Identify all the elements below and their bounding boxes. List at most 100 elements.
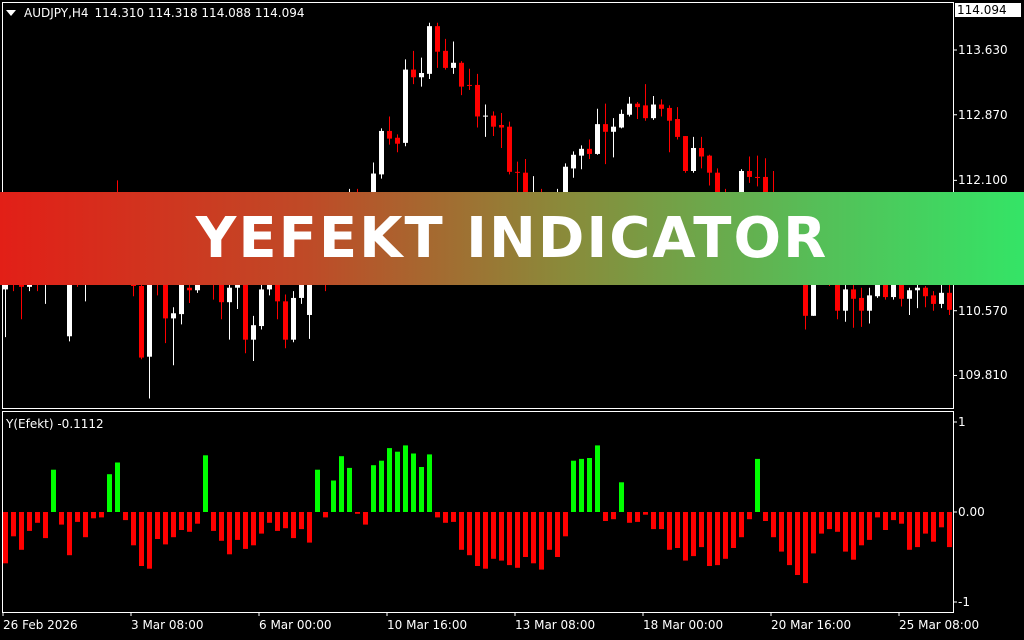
candle-body <box>563 166 568 206</box>
candle <box>491 111 496 137</box>
histogram-bar-negative <box>27 512 32 531</box>
triangle-down-icon[interactable] <box>6 10 16 16</box>
candle-body <box>875 274 880 297</box>
indicator-axis-label: -1 <box>958 595 970 609</box>
current-price-label: 114.094 <box>955 3 1021 17</box>
histogram-bar-negative <box>163 512 168 545</box>
chart-header: AUDJPY,H4 114.310 114.318 114.088 114.09… <box>6 6 304 20</box>
candle <box>251 315 256 361</box>
candle-body <box>483 115 488 117</box>
candle-body <box>379 130 384 175</box>
candle <box>259 278 264 330</box>
histogram-bar-negative <box>715 512 720 566</box>
candle <box>483 104 488 137</box>
candle <box>643 84 648 121</box>
candle-body <box>899 278 904 299</box>
candle-body <box>763 176 768 206</box>
histogram-bar-negative <box>907 512 912 550</box>
histogram-bar-negative <box>819 512 824 534</box>
candle-body <box>459 62 464 87</box>
histogram-bar-negative <box>451 512 456 522</box>
candle-body <box>435 26 440 52</box>
histogram-bar-negative <box>243 512 248 549</box>
histogram-bar-negative <box>515 512 520 568</box>
candle-body <box>515 171 520 173</box>
candle-body <box>835 269 840 311</box>
histogram-bar-positive <box>587 458 592 512</box>
candle <box>843 278 848 322</box>
histogram-bar-negative <box>523 512 528 557</box>
candle-body <box>595 124 600 154</box>
time-axis-label: 20 Mar 16:00 <box>771 618 852 632</box>
candle <box>939 284 944 309</box>
histogram-bar-negative <box>731 512 736 548</box>
candle <box>923 286 928 308</box>
histogram-bar-negative <box>779 512 784 552</box>
histogram-bar-positive <box>203 455 208 512</box>
candle-body <box>427 26 432 74</box>
histogram-layer <box>3 445 952 584</box>
candle-body <box>851 289 856 299</box>
histogram-bar-negative <box>771 512 776 538</box>
histogram-bar-positive <box>51 469 56 512</box>
histogram-bar-negative <box>555 512 560 557</box>
histogram-bar-negative <box>219 512 224 541</box>
histogram-bar-negative <box>603 512 608 521</box>
histogram-bar-negative <box>643 512 648 515</box>
histogram-bar-positive <box>371 465 376 512</box>
candle <box>579 145 584 170</box>
price-axis-label: 109.810 <box>958 368 1008 383</box>
candle-body <box>691 147 696 171</box>
candle <box>147 265 152 399</box>
histogram-bar-positive <box>755 458 760 512</box>
histogram-bar-negative <box>851 512 856 560</box>
candle-body <box>403 69 408 143</box>
candle <box>907 287 912 315</box>
histogram-bar-negative <box>91 512 96 519</box>
candle-body <box>283 301 288 340</box>
candle <box>171 307 176 366</box>
candle-body <box>643 105 648 119</box>
candle-body <box>715 172 720 206</box>
histogram-bar-negative <box>195 512 200 524</box>
candle <box>571 151 576 178</box>
candle-body <box>499 124 504 128</box>
candle-body <box>475 84 480 117</box>
price-axis-label: 113.630 <box>958 43 1008 57</box>
histogram-bar-negative <box>435 512 440 518</box>
candle <box>467 68 472 91</box>
histogram-bar-negative <box>627 512 632 523</box>
histogram-bar-negative <box>43 512 48 539</box>
histogram-bar-negative <box>531 512 536 564</box>
candle-body <box>907 290 912 299</box>
candle-body <box>443 50 448 68</box>
histogram-bar-negative <box>635 512 640 522</box>
histogram-bar-negative <box>835 512 840 532</box>
indicator-axis-label: 1 <box>958 415 966 429</box>
histogram-bar-negative <box>75 512 80 522</box>
candle <box>707 154 712 186</box>
candle <box>659 99 664 117</box>
histogram-bar-positive <box>411 453 416 512</box>
indicator-axis-label: 0.00 <box>958 505 985 519</box>
histogram-bar-negative <box>915 512 920 548</box>
axis-ticks <box>2 49 957 616</box>
candle <box>675 107 680 140</box>
time-axis-label: 18 Mar 00:00 <box>643 618 724 632</box>
candle <box>395 134 400 153</box>
histogram-bar-negative <box>443 512 448 523</box>
candle-body <box>651 104 656 119</box>
histogram-bar-negative <box>187 512 192 532</box>
histogram-bar-negative <box>507 512 512 566</box>
candle-body <box>139 286 144 358</box>
histogram-bar-negative <box>683 512 688 561</box>
candle-body <box>259 289 264 327</box>
histogram-bar-negative <box>155 512 160 539</box>
candle-body <box>803 278 808 316</box>
histogram-bar-negative <box>475 512 480 566</box>
histogram-bar-negative <box>563 512 568 537</box>
candle-body <box>171 313 176 319</box>
candle-body <box>163 282 168 319</box>
candle-body <box>187 287 192 291</box>
histogram-bar-negative <box>459 512 464 550</box>
